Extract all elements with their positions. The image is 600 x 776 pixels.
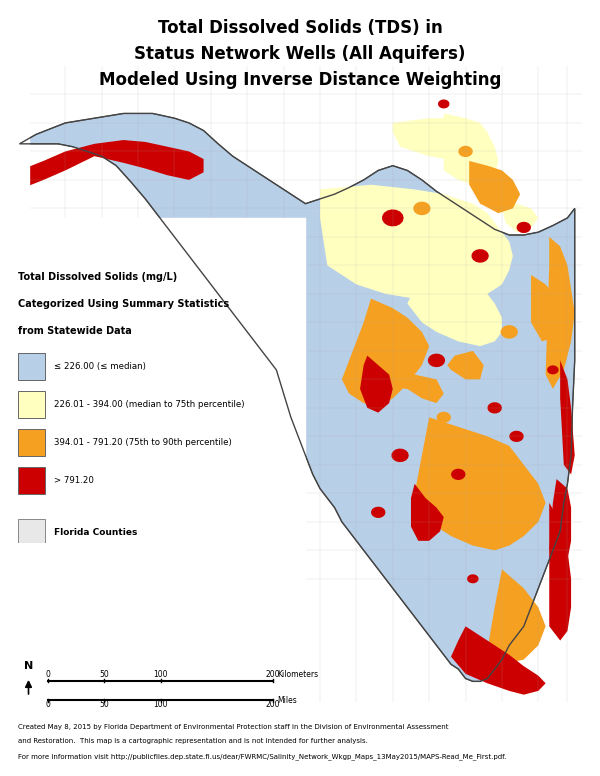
Polygon shape [393,118,487,161]
Polygon shape [451,469,466,480]
Bar [18,353,46,380]
Polygon shape [458,299,494,327]
Text: and Restoration.  This map is a cartographic representation and is not intended : and Restoration. This map is a cartograp… [18,738,368,744]
Polygon shape [400,375,444,403]
Text: 200: 200 [266,670,280,679]
Polygon shape [487,570,545,664]
Text: Total Dissolved Solids (mg/L): Total Dissolved Solids (mg/L) [18,272,177,282]
Polygon shape [438,99,449,109]
Polygon shape [444,113,499,185]
Text: 100: 100 [153,700,168,708]
Text: Florida Counties: Florida Counties [54,528,137,537]
Polygon shape [466,497,480,508]
Text: from Statewide Data: from Statewide Data [18,326,132,336]
Text: Miles: Miles [277,696,297,705]
Bar [18,391,46,418]
Polygon shape [360,355,393,413]
Polygon shape [451,626,545,695]
Text: ≤ 226.00 (≤ median): ≤ 226.00 (≤ median) [54,362,146,371]
Polygon shape [549,503,571,640]
Polygon shape [488,402,502,414]
Polygon shape [547,365,559,374]
Polygon shape [509,431,524,442]
Polygon shape [413,202,431,215]
Bar [18,429,46,456]
Polygon shape [382,210,404,227]
Polygon shape [531,275,564,341]
Text: 0: 0 [46,670,50,679]
Polygon shape [549,479,571,565]
Polygon shape [19,113,575,681]
Polygon shape [517,222,531,233]
Polygon shape [411,484,444,541]
Polygon shape [19,140,203,189]
Text: 394.01 - 791.20 (75th to 90th percentile): 394.01 - 791.20 (75th to 90th percentile… [54,438,232,447]
Text: 50: 50 [100,670,109,679]
Polygon shape [342,299,429,408]
Polygon shape [407,279,502,346]
Polygon shape [392,449,409,462]
Polygon shape [560,360,575,474]
Text: 0: 0 [46,700,50,708]
Polygon shape [448,351,484,379]
Text: For more information visit http://publicfiles.dep.state.fl.us/dear/FWRMC/Salinit: For more information visit http://public… [18,753,506,760]
Bar [18,467,46,494]
Polygon shape [467,574,479,584]
Polygon shape [371,507,386,518]
Polygon shape [428,354,445,367]
Text: 200: 200 [266,700,280,708]
Polygon shape [500,325,518,338]
Polygon shape [415,417,545,550]
Text: 50: 50 [100,700,109,708]
Polygon shape [502,199,538,232]
Polygon shape [545,237,575,389]
Text: 100: 100 [153,670,168,679]
Polygon shape [458,146,473,157]
Bar [18,519,46,546]
Polygon shape [472,249,489,263]
Text: Status Network Wells (All Aquifers): Status Network Wells (All Aquifers) [134,45,466,63]
Text: Categorized Using Summary Statistics: Categorized Using Summary Statistics [18,299,229,309]
Text: Kilometers: Kilometers [277,670,319,679]
Text: Total Dissolved Solids (TDS) in: Total Dissolved Solids (TDS) in [158,19,442,36]
Polygon shape [320,185,513,308]
Text: 226.01 - 394.00 (median to 75th percentile): 226.01 - 394.00 (median to 75th percenti… [54,400,244,409]
Polygon shape [437,412,451,423]
Text: N: N [24,661,33,671]
Text: Created May 8, 2015 by Florida Department of Environmental Protection staff in t: Created May 8, 2015 by Florida Departmen… [18,724,449,730]
Polygon shape [469,161,520,213]
Text: Modeled Using Inverse Distance Weighting: Modeled Using Inverse Distance Weighting [99,71,501,88]
Text: > 791.20: > 791.20 [54,476,94,485]
